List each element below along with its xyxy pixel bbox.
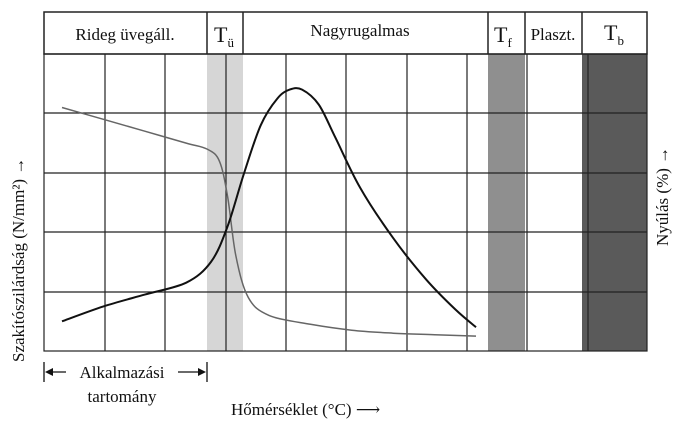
application-range-label-line2: tartomány (88, 387, 157, 406)
strength-curve (61, 106, 477, 337)
region-label-tb: Tb (604, 20, 624, 48)
plot-grid (43, 53, 648, 352)
y-axis-right-label: Nyúlás (%) → (653, 147, 672, 246)
tb-band (582, 54, 647, 351)
application-range-label-line1: Alkalmazási (80, 363, 165, 382)
region-label-tu: Tü (214, 22, 234, 50)
tf-band (488, 54, 525, 351)
tf-main: T (494, 22, 508, 47)
tb-main: T (604, 20, 618, 45)
region-label-rubbery: Nagyrugalmas (310, 21, 409, 40)
tf-sub: f (507, 35, 512, 50)
application-range-arrow (43, 362, 208, 382)
y-axis-left-label: Szakítószilárdság (N/mm²) → (9, 158, 28, 362)
tb-sub: b (617, 33, 624, 48)
tu-band (207, 54, 243, 351)
region-label-brittle: Rideg üvegáll. (75, 25, 174, 44)
tu-sub: ü (227, 35, 234, 50)
region-label-tf: Tf (494, 22, 512, 50)
region-label-plastic: Plaszt. (531, 25, 576, 44)
elongation-curve (61, 87, 477, 328)
tu-main: T (214, 22, 228, 47)
x-axis-label: Hőmérséklet (°C) ⟶ (231, 400, 380, 419)
